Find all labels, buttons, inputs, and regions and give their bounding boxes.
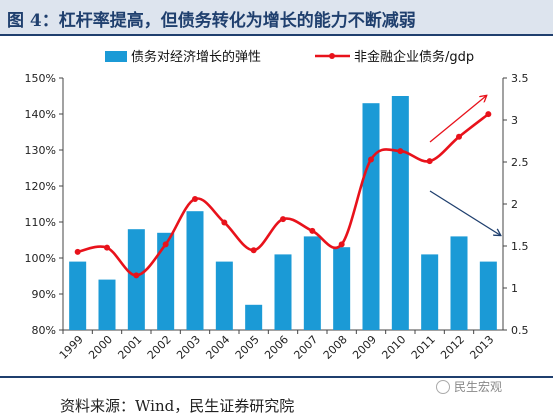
watermark: 民生宏观 — [436, 378, 502, 395]
x-tick-label: 2013 — [467, 333, 496, 362]
bar-1999 — [69, 261, 87, 330]
line-point-2009 — [368, 156, 374, 163]
bar-2001 — [127, 229, 145, 330]
line-point-2013 — [485, 111, 492, 118]
x-tick-label: 2006 — [262, 333, 291, 362]
line-point-2004 — [221, 219, 228, 226]
x-tick-label: 2012 — [438, 333, 467, 362]
left-tick-label: 140% — [25, 108, 56, 121]
x-tick-label: 2002 — [145, 333, 174, 362]
title-bar: 图 4：杠杆率提高，但债务转化为增长的能力不断减弱 — [0, 0, 553, 36]
x-tick-label: 2000 — [86, 333, 115, 362]
bar-2003 — [186, 211, 204, 330]
plot-area: 80% 90% 100% 110% 120% 130% 140% 150% 0.5 1 1.5 2 2.… — [25, 72, 529, 362]
watermark-text: 民生宏观 — [454, 380, 503, 394]
x-tick-label: 2010 — [379, 333, 408, 362]
right-tick-label: 3.5 — [511, 72, 529, 85]
left-tick-label: 80% — [32, 324, 56, 337]
bar-2006 — [274, 254, 292, 330]
annotation-arrow-down — [429, 190, 500, 235]
line-point-2005 — [250, 247, 257, 254]
line-point-2001 — [133, 272, 140, 279]
right-tick-label: 2 — [511, 198, 518, 211]
left-tick-label: 100% — [25, 252, 56, 265]
line-point-2010 — [397, 148, 404, 155]
x-tick-label: 2003 — [174, 333, 203, 362]
line-point-1999 — [74, 248, 81, 255]
bar-2000 — [98, 279, 116, 330]
line-point-2012 — [456, 133, 462, 140]
x-tick-label: 2005 — [233, 333, 262, 362]
line-point-2008 — [338, 241, 345, 248]
x-tick-label: 2001 — [115, 333, 144, 362]
figure-title: 图 4：杠杆率提高，但债务转化为增长的能力不断减弱 — [7, 11, 416, 31]
bar-2008 — [333, 247, 351, 330]
line-point-2002 — [162, 241, 169, 248]
right-tick-label: 0.5 — [511, 324, 529, 337]
x-tick-label: 1999 — [57, 333, 86, 362]
line-point-2011 — [426, 158, 433, 165]
right-tick-label: 2.5 — [511, 156, 529, 169]
bar-2007 — [303, 236, 321, 330]
line-point-2000 — [104, 244, 110, 251]
line-point-2003 — [192, 195, 198, 202]
bar-2013 — [479, 261, 497, 330]
x-tick-label: 2008 — [321, 333, 350, 362]
x-tick-label: 2011 — [409, 333, 438, 362]
legend: 债务对经济增长的弹性 非金融企业债务/gdp — [105, 49, 474, 65]
annotation-arrow-up — [429, 96, 486, 143]
bar-2011 — [421, 254, 439, 330]
right-tick-label: 1.5 — [511, 240, 529, 253]
bar-2010 — [391, 96, 409, 330]
source-note: 资料来源：Wind，民生证券研究院 — [60, 397, 295, 415]
legend-label-line: 非金融企业债务/gdp — [354, 49, 474, 65]
bar-2004 — [215, 261, 233, 330]
line-point-2007 — [309, 227, 316, 234]
wechat-icon — [436, 379, 450, 394]
right-tick-label: 3 — [511, 114, 518, 127]
x-tick-label: 2009 — [350, 333, 379, 362]
bar-2012 — [450, 236, 468, 330]
left-tick-label: 130% — [25, 144, 56, 157]
x-tick-label: 2004 — [203, 333, 232, 362]
legend-swatch-marker — [329, 53, 335, 59]
right-tick-label: 1 — [511, 282, 518, 295]
legend-label-bar: 债务对经济增长的弹性 — [131, 49, 261, 65]
left-tick-label: 90% — [32, 288, 56, 301]
combo-chart: 债务对经济增长的弹性 非金融企业债务/gdp 80% 90% 100% 110% 120%… — [25, 49, 529, 362]
bar-2009 — [362, 103, 380, 330]
bar-2002 — [157, 232, 175, 330]
left-tick-label: 110% — [25, 216, 56, 229]
x-tick-label: 2007 — [291, 333, 320, 362]
bar-2005 — [245, 304, 263, 330]
line-point-2006 — [280, 216, 286, 223]
source-divider — [0, 376, 553, 378]
legend-swatch-bar — [105, 51, 127, 62]
left-tick-label: 150% — [25, 72, 56, 85]
left-tick-label: 120% — [25, 180, 56, 193]
